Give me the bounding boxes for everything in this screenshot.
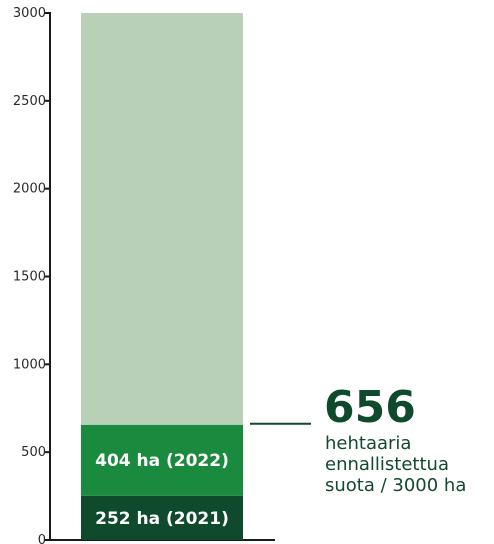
callout-description: hehtaaria ennallistettua suota / 3000 ha: [325, 433, 466, 496]
bar-segment-2: [81, 13, 243, 425]
callout-line-2: ennallistettua: [325, 454, 449, 475]
segment-labels: 252 ha (2021) 404 ha (2022): [95, 451, 229, 529]
y-tick-label: 0: [38, 533, 46, 544]
y-tick-label: 2500: [13, 94, 46, 109]
y-tick-label: 500: [21, 445, 46, 460]
y-tick-label: 1000: [13, 357, 46, 372]
y-axis: 0 500 1000 1500 2000 2500 3000: [13, 6, 275, 544]
bar-segment-1: [81, 424, 243, 496]
callout-line-3: suota / 3000 ha: [325, 475, 467, 496]
bar-segment-label-1: 404 ha (2022): [95, 451, 229, 471]
callout-line-1: hehtaaria: [325, 433, 412, 454]
y-tick-label: 1500: [13, 270, 46, 285]
y-tick-label: 2000: [13, 182, 46, 197]
bar-segment-label-0: 252 ha (2021): [95, 509, 229, 529]
bar-segments: [81, 13, 243, 540]
bar-segment-0: [81, 495, 243, 540]
y-tick-label: 3000: [13, 6, 46, 21]
callout-value: 656: [324, 382, 416, 433]
